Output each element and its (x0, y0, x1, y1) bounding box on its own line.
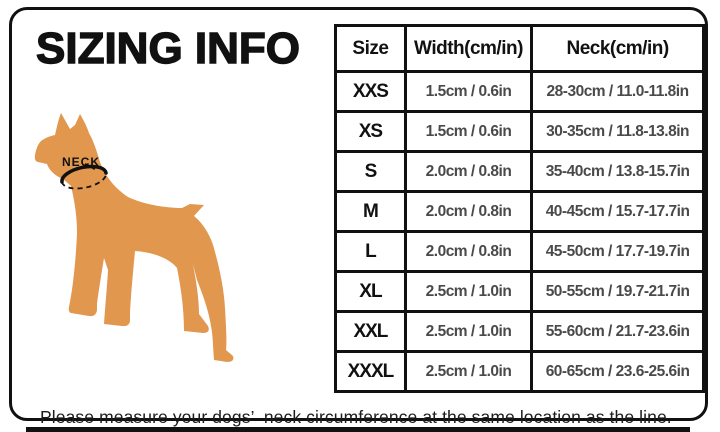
width-cell: 2.0cm / 0.8in (403, 150, 534, 193)
table-row: XXL 2.5cm / 1.0in 55-60cm / 21.7-23.6in (334, 310, 705, 353)
dog-silhouette-icon: NECK (34, 113, 234, 362)
outer-frame: SIZING INFO NECK Size Width(cm/in) Neck(… (9, 7, 708, 427)
dog-illustration: NECK (27, 108, 237, 368)
header-neck: Neck(cm/in) (530, 24, 705, 73)
width-cell: 2.0cm / 0.8in (403, 190, 534, 233)
table-row: L 2.0cm / 0.8in 45-50cm / 17.7-19.7in (334, 230, 705, 273)
header-size: Size (334, 24, 407, 73)
neck-cell: 40-45cm / 15.7-17.7in (530, 190, 705, 233)
bottom-edge-bar (26, 427, 690, 432)
width-cell: 2.5cm / 1.0in (403, 270, 534, 313)
table-row: XL 2.5cm / 1.0in 50-55cm / 19.7-21.7in (334, 270, 705, 313)
width-cell: 2.5cm / 1.0in (403, 350, 534, 393)
neck-label: NECK (62, 155, 100, 169)
size-cell: XS (334, 110, 407, 153)
neck-pointer-line (84, 163, 98, 172)
page-title: SIZING INFO (35, 23, 300, 73)
dog-body-shape (34, 113, 234, 362)
width-cell: 1.5cm / 0.6in (403, 110, 534, 153)
header-width: Width(cm/in) (403, 24, 534, 73)
size-cell: S (334, 150, 407, 193)
size-cell: L (334, 230, 407, 273)
neck-cell: 30-35cm / 11.8-13.8in (530, 110, 705, 153)
sizing-table: Size Width(cm/in) Neck(cm/in) XXS 1.5cm … (334, 24, 705, 393)
width-cell: 2.5cm / 1.0in (403, 310, 534, 353)
table-row: XXS 1.5cm / 0.6in 28-30cm / 11.0-11.8in (334, 70, 705, 113)
neck-cell: 50-55cm / 19.7-21.7in (530, 270, 705, 313)
width-cell: 2.0cm / 0.8in (403, 230, 534, 273)
header-row: Size Width(cm/in) Neck(cm/in) (334, 24, 705, 73)
table-row: XXXL 2.5cm / 1.0in 60-65cm / 23.6-25.6in (334, 350, 705, 393)
neck-cell: 35-40cm / 13.8-15.7in (530, 150, 705, 193)
collar-line (60, 164, 108, 184)
table-row: S 2.0cm / 0.8in 35-40cm / 13.8-15.7in (334, 150, 705, 193)
table-row: M 2.0cm / 0.8in 40-45cm / 15.7-17.7in (334, 190, 705, 233)
neck-cell: 55-60cm / 21.7-23.6in (530, 310, 705, 353)
sizing-table-header: Size Width(cm/in) Neck(cm/in) (334, 24, 705, 73)
size-cell: XXXL (334, 350, 407, 393)
size-cell: M (334, 190, 407, 233)
collar-dashed-line (61, 172, 107, 190)
neck-cell: 28-30cm / 11.0-11.8in (530, 70, 705, 113)
size-cell: XL (334, 270, 407, 313)
size-cell: XXS (334, 70, 407, 113)
size-cell: XXL (334, 310, 407, 353)
neck-cell: 60-65cm / 23.6-25.6in (530, 350, 705, 393)
neck-cell: 45-50cm / 17.7-19.7in (530, 230, 705, 273)
table-row: XS 1.5cm / 0.6in 30-35cm / 11.8-13.8in (334, 110, 705, 153)
width-cell: 1.5cm / 0.6in (403, 70, 534, 113)
measurement-note: Please measure your dogs’ neck circumfer… (40, 407, 672, 427)
